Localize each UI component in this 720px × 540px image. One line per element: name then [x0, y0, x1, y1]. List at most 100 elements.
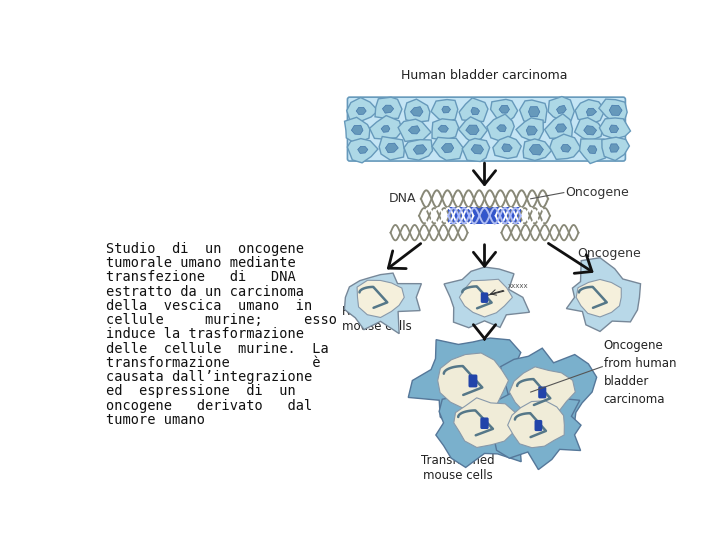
- Polygon shape: [357, 280, 404, 318]
- Polygon shape: [584, 126, 597, 135]
- Polygon shape: [404, 140, 433, 160]
- Polygon shape: [347, 139, 378, 163]
- Polygon shape: [351, 125, 363, 134]
- Text: Oncogene
from human
bladder
carcinoma: Oncogene from human bladder carcinoma: [604, 339, 676, 406]
- Text: estratto da un carcinoma: estratto da un carcinoma: [106, 285, 304, 299]
- Polygon shape: [600, 118, 631, 139]
- Polygon shape: [544, 114, 572, 138]
- Text: della  vescica  umano  in: della vescica umano in: [106, 299, 312, 313]
- Polygon shape: [347, 98, 378, 122]
- Polygon shape: [442, 106, 451, 113]
- Text: delle  cellule  murine.  La: delle cellule murine. La: [106, 342, 328, 356]
- Text: Oncogene: Oncogene: [565, 186, 629, 199]
- FancyBboxPatch shape: [469, 375, 477, 387]
- Polygon shape: [490, 99, 518, 123]
- Polygon shape: [610, 144, 619, 152]
- Text: tumore umano: tumore umano: [106, 413, 204, 427]
- Polygon shape: [381, 126, 390, 132]
- FancyBboxPatch shape: [449, 207, 521, 224]
- Polygon shape: [438, 125, 449, 132]
- Polygon shape: [441, 144, 454, 153]
- Polygon shape: [436, 377, 538, 468]
- Polygon shape: [413, 145, 427, 154]
- Polygon shape: [493, 136, 521, 159]
- Polygon shape: [471, 107, 480, 114]
- Polygon shape: [408, 338, 536, 430]
- Polygon shape: [497, 125, 506, 132]
- Polygon shape: [369, 116, 402, 139]
- Text: Transformed
mouse cells: Transformed mouse cells: [420, 454, 495, 482]
- Polygon shape: [398, 119, 431, 141]
- Polygon shape: [548, 97, 575, 121]
- Polygon shape: [529, 145, 544, 155]
- Polygon shape: [466, 125, 479, 134]
- Text: cellule     murine;     esso: cellule murine; esso: [106, 313, 337, 327]
- Polygon shape: [567, 258, 641, 332]
- Polygon shape: [526, 126, 537, 135]
- Text: Recipient
mouse cells: Recipient mouse cells: [342, 305, 412, 333]
- Polygon shape: [561, 145, 571, 152]
- Polygon shape: [575, 99, 605, 124]
- FancyBboxPatch shape: [480, 417, 489, 429]
- Text: transfezione   di   DNA: transfezione di DNA: [106, 271, 295, 285]
- Polygon shape: [358, 146, 368, 153]
- FancyBboxPatch shape: [534, 420, 542, 431]
- Polygon shape: [459, 279, 513, 317]
- Polygon shape: [432, 137, 463, 160]
- Polygon shape: [408, 126, 420, 134]
- Polygon shape: [431, 99, 458, 122]
- Polygon shape: [379, 137, 405, 160]
- Polygon shape: [586, 108, 597, 116]
- Text: tumorale umano mediante: tumorale umano mediante: [106, 256, 295, 270]
- Polygon shape: [502, 144, 512, 152]
- Polygon shape: [580, 139, 609, 164]
- Polygon shape: [487, 114, 514, 141]
- Polygon shape: [356, 107, 366, 114]
- Polygon shape: [492, 348, 597, 435]
- FancyBboxPatch shape: [348, 97, 626, 161]
- Polygon shape: [432, 119, 459, 140]
- FancyBboxPatch shape: [449, 207, 521, 224]
- Text: oncogene   derivato   dal: oncogene derivato dal: [106, 399, 312, 413]
- Polygon shape: [556, 124, 567, 132]
- Polygon shape: [523, 139, 552, 160]
- Polygon shape: [438, 353, 508, 409]
- Polygon shape: [499, 105, 510, 113]
- Polygon shape: [516, 118, 544, 141]
- Text: xxxxx: xxxxx: [508, 283, 528, 289]
- FancyBboxPatch shape: [481, 293, 488, 303]
- Polygon shape: [550, 134, 581, 159]
- Text: causata dall’integrazione: causata dall’integrazione: [106, 370, 312, 384]
- Polygon shape: [454, 398, 517, 448]
- Text: induce la trasformazione: induce la trasformazione: [106, 327, 304, 341]
- Polygon shape: [405, 99, 430, 123]
- Polygon shape: [575, 118, 603, 140]
- Polygon shape: [602, 137, 629, 160]
- Polygon shape: [345, 117, 370, 144]
- Text: DNA: DNA: [390, 192, 417, 205]
- Polygon shape: [483, 389, 581, 470]
- Polygon shape: [459, 98, 488, 122]
- FancyBboxPatch shape: [539, 387, 546, 399]
- Polygon shape: [462, 138, 490, 161]
- Text: ed  espressione  di  un: ed espressione di un: [106, 384, 295, 399]
- Polygon shape: [599, 99, 627, 123]
- Text: Studio  di  un  oncogene: Studio di un oncogene: [106, 242, 304, 256]
- Polygon shape: [528, 107, 540, 117]
- Polygon shape: [410, 107, 423, 116]
- Polygon shape: [609, 105, 622, 116]
- Polygon shape: [557, 105, 567, 113]
- Text: Human bladder carcinoma: Human bladder carcinoma: [401, 69, 568, 82]
- Polygon shape: [509, 367, 575, 417]
- Polygon shape: [576, 279, 621, 317]
- Polygon shape: [471, 145, 484, 154]
- Polygon shape: [344, 273, 421, 334]
- Polygon shape: [588, 146, 597, 153]
- Polygon shape: [508, 401, 564, 448]
- Polygon shape: [444, 267, 529, 328]
- Text: Oncogene: Oncogene: [577, 247, 641, 260]
- Polygon shape: [375, 97, 402, 119]
- Polygon shape: [609, 125, 618, 133]
- Polygon shape: [520, 100, 547, 125]
- Text: transformazione          è: transformazione è: [106, 356, 320, 370]
